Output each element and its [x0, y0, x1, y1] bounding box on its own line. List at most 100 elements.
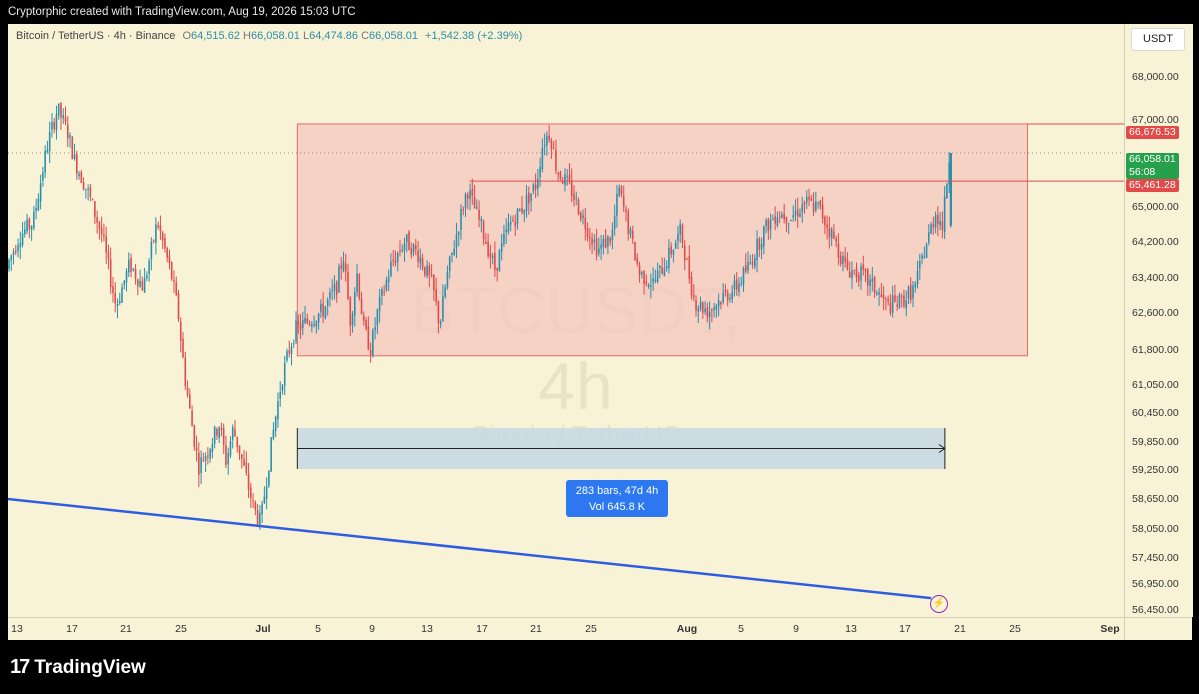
- alert-bolt-icon[interactable]: ⚡: [930, 595, 948, 613]
- candle-body: [550, 140, 553, 149]
- candle-body: [46, 149, 49, 153]
- candle-body: [604, 237, 607, 249]
- price-tick: 62,600.00: [1132, 307, 1179, 319]
- time-tick: 5: [738, 623, 744, 635]
- price-tick: 61,050.00: [1132, 379, 1179, 391]
- candle-body: [842, 255, 844, 265]
- candle-body: [213, 426, 216, 444]
- price-tick: 59,850.00: [1132, 436, 1179, 448]
- candle-body: [839, 255, 842, 264]
- candle-body: [914, 284, 917, 288]
- candle-body: [243, 459, 245, 466]
- candle-body: [815, 201, 817, 211]
- candle-body: [143, 278, 146, 293]
- candle-body: [672, 249, 675, 255]
- candle-body: [209, 449, 211, 459]
- candle-body: [860, 266, 862, 281]
- time-scale[interactable]: 13 17 21 25 Jul 5 9 13 17 21 25 Aug 5 9 13 17 21 25 Sep: [8, 617, 1124, 640]
- candle-body: [415, 245, 417, 250]
- time-tick: Sep: [1100, 623, 1120, 635]
- candle-body: [896, 304, 898, 307]
- candle-body: [91, 199, 94, 201]
- candle-body: [607, 235, 609, 247]
- candle-body: [876, 292, 878, 295]
- candle-body: [87, 188, 89, 190]
- candle-body: [833, 231, 835, 239]
- candle-body: [320, 304, 322, 312]
- candle-body: [543, 144, 546, 146]
- candle-body: [548, 135, 550, 140]
- currency-button[interactable]: USDT: [1131, 28, 1185, 51]
- candle-body: [582, 215, 584, 219]
- candle-body: [749, 262, 752, 264]
- candle-body: [421, 258, 424, 268]
- candle-body: [503, 233, 505, 244]
- candle-body: [430, 275, 433, 277]
- candle-body: [270, 437, 272, 472]
- candle-body: [191, 410, 193, 427]
- candle-body: [627, 211, 630, 234]
- candle-body: [702, 302, 704, 313]
- candle-body: [754, 258, 756, 267]
- candle-body: [64, 117, 67, 122]
- candle-body: [207, 455, 209, 457]
- candle-body: [342, 261, 345, 271]
- candle-body: [417, 250, 419, 262]
- candle-body: [82, 182, 85, 190]
- candle-body: [21, 233, 24, 246]
- candle-body: [240, 454, 243, 459]
- candle-body: [763, 226, 765, 247]
- candle-body: [867, 269, 869, 286]
- candle-body: [71, 136, 74, 160]
- candle-body: [534, 184, 537, 190]
- price-scale[interactable]: USDT 68,000.00 67,000.00 65,000.00 64,200.0…: [1124, 24, 1193, 617]
- candle-body: [340, 265, 343, 269]
- candle-body: [164, 237, 166, 249]
- candle-body: [299, 323, 302, 330]
- candle-body: [107, 252, 110, 260]
- candle-body: [161, 232, 164, 241]
- candle-body: [772, 219, 774, 221]
- time-tick: 9: [793, 623, 799, 635]
- candle-body: [478, 209, 480, 220]
- date-range-arrowhead: [938, 444, 946, 453]
- open-value: 64,515.62: [191, 30, 240, 42]
- candle-body: [329, 291, 331, 299]
- time-tick: 17: [899, 623, 911, 635]
- candle-body: [573, 193, 575, 200]
- candle-body: [900, 296, 903, 298]
- candle-body: [112, 286, 114, 293]
- candle-body: [731, 292, 733, 300]
- candle-body: [537, 178, 539, 189]
- candle-body: [98, 222, 101, 229]
- time-tick: 17: [66, 623, 78, 635]
- candle-body: [231, 426, 234, 440]
- candle-body: [851, 270, 853, 279]
- price-plot[interactable]: [8, 24, 1124, 617]
- candle-body: [724, 289, 727, 293]
- candle-body: [435, 289, 437, 302]
- candle-body: [166, 248, 168, 258]
- candle-body: [338, 266, 340, 293]
- candle-body: [828, 227, 831, 238]
- candle-body: [521, 207, 523, 213]
- candle-body: [674, 242, 677, 249]
- candle-body: [385, 280, 388, 290]
- candle-body: [331, 290, 333, 292]
- symbol-name[interactable]: Bitcoin / TetherUS · 4h · Binance: [16, 30, 176, 42]
- candle-body: [692, 294, 695, 298]
- candle-body: [937, 214, 939, 225]
- candle-body: [446, 271, 449, 288]
- candle-body: [351, 313, 354, 326]
- candle-body: [412, 244, 415, 253]
- candle-body: [322, 303, 324, 317]
- time-tick: 25: [585, 623, 597, 635]
- candle-body: [127, 259, 130, 273]
- candle-body: [631, 230, 634, 240]
- date-range-label[interactable]: 283 bars, 47d 4h Vol 645.8 K: [566, 480, 668, 517]
- chart-pane[interactable]: BTCUSDT, 4h Bitcoin / TetherUS Bitcoin /…: [8, 24, 1124, 617]
- candle-body: [130, 257, 132, 272]
- candle-body: [570, 180, 573, 197]
- candle-body: [903, 295, 905, 307]
- candle-body: [302, 320, 304, 328]
